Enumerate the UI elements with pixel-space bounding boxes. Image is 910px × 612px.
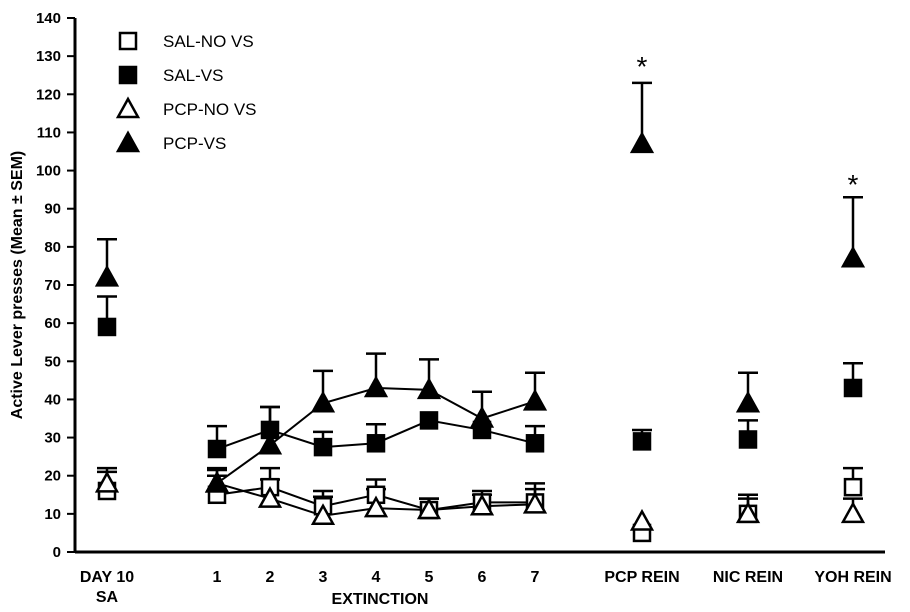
data-point: [416, 497, 442, 520]
y-tick-label: 70: [44, 277, 61, 294]
y-tick-label: 100: [36, 163, 61, 180]
data-point: [522, 491, 548, 514]
x-tick-label-e6: 6: [478, 569, 487, 586]
y-axis-title: Active Lever presses (Mean ± SEM): [9, 151, 26, 419]
significance-asterisk: *: [848, 169, 859, 200]
data-point: [416, 377, 442, 400]
legend: SAL-NO VS SAL-VS PCP-NO VS PCP-VS: [115, 31, 257, 153]
x-tick-labels: DAY 10 SA 1 2 3 4 5 6 7 PCP REIN NIC REIN YOH REIN: [80, 569, 892, 606]
data-markers: [94, 131, 866, 543]
data-point: [313, 437, 333, 457]
data-point: [207, 439, 227, 459]
y-tick-label: 30: [44, 430, 61, 447]
x-tick-label-e5: 5: [425, 569, 434, 586]
y-tick-label: 140: [36, 10, 61, 27]
y-tick-label: 130: [36, 48, 61, 65]
y-tick-label: 0: [53, 544, 61, 561]
data-point: [469, 493, 495, 516]
x-axis-title: EXTINCTION: [332, 591, 429, 608]
legend-label: SAL-VS: [163, 66, 223, 85]
data-point: [419, 411, 439, 430]
data-point: [522, 388, 548, 411]
data-point: [525, 434, 545, 453]
data-point: [840, 245, 866, 268]
x-tick-label-day10: SA: [96, 589, 119, 606]
legend-label: PCP-NO VS: [163, 100, 257, 119]
x-tick-label-e7: 7: [531, 569, 540, 586]
data-point: [257, 432, 283, 455]
legend-marker: [115, 96, 141, 119]
x-tick-label-pcp: PCP REIN: [604, 569, 679, 586]
data-point: [366, 434, 386, 453]
data-point: [738, 430, 758, 449]
y-tick-label: 80: [44, 239, 61, 256]
y-tick-label: 90: [44, 201, 61, 218]
y-tick-label: 10: [44, 506, 61, 523]
data-point: [469, 405, 495, 428]
significance-annotations: **: [637, 51, 859, 200]
legend-label: PCP-VS: [163, 134, 226, 153]
x-tick-label-nic: NIC REIN: [713, 569, 783, 586]
y-tick-label: 120: [36, 86, 61, 103]
legend-marker: [115, 130, 141, 153]
data-point: [843, 378, 863, 398]
x-tick-label-day10: DAY 10: [80, 569, 134, 586]
data-point: [843, 477, 863, 497]
significance-asterisk: *: [637, 51, 648, 82]
y-ticks: 0 10 20 30 40 50 60 70 80 90 100 110 120 130 140: [36, 10, 75, 561]
x-tick-label-e4: 4: [372, 569, 381, 586]
legend-label: SAL-NO VS: [163, 32, 254, 51]
data-point: [97, 317, 117, 337]
y-tick-label: 20: [44, 468, 61, 485]
data-point: [94, 470, 120, 493]
data-point: [363, 495, 389, 518]
legend-marker: [118, 31, 138, 51]
data-point: [310, 390, 336, 413]
data-point: [257, 486, 283, 508]
data-point: [840, 501, 866, 524]
legend-marker: [118, 65, 138, 85]
data-point: [735, 501, 761, 524]
y-tick-label: 60: [44, 315, 61, 332]
y-tick-label: 110: [37, 124, 61, 141]
x-tick-label-yoh: YOH REIN: [814, 569, 891, 586]
y-tick-label: 40: [44, 391, 61, 408]
x-tick-label-e3: 3: [319, 569, 328, 586]
data-point: [94, 264, 120, 287]
data-point: [204, 470, 230, 493]
data-point: [310, 503, 336, 526]
data-point: [632, 432, 652, 451]
data-point: [629, 131, 655, 154]
x-tick-label-e1: 1: [213, 569, 222, 586]
y-tick-label: 50: [44, 353, 61, 370]
x-tick-label-e2: 2: [266, 569, 275, 586]
data-point: [629, 508, 655, 531]
data-point: [363, 375, 389, 398]
data-point: [735, 390, 761, 413]
